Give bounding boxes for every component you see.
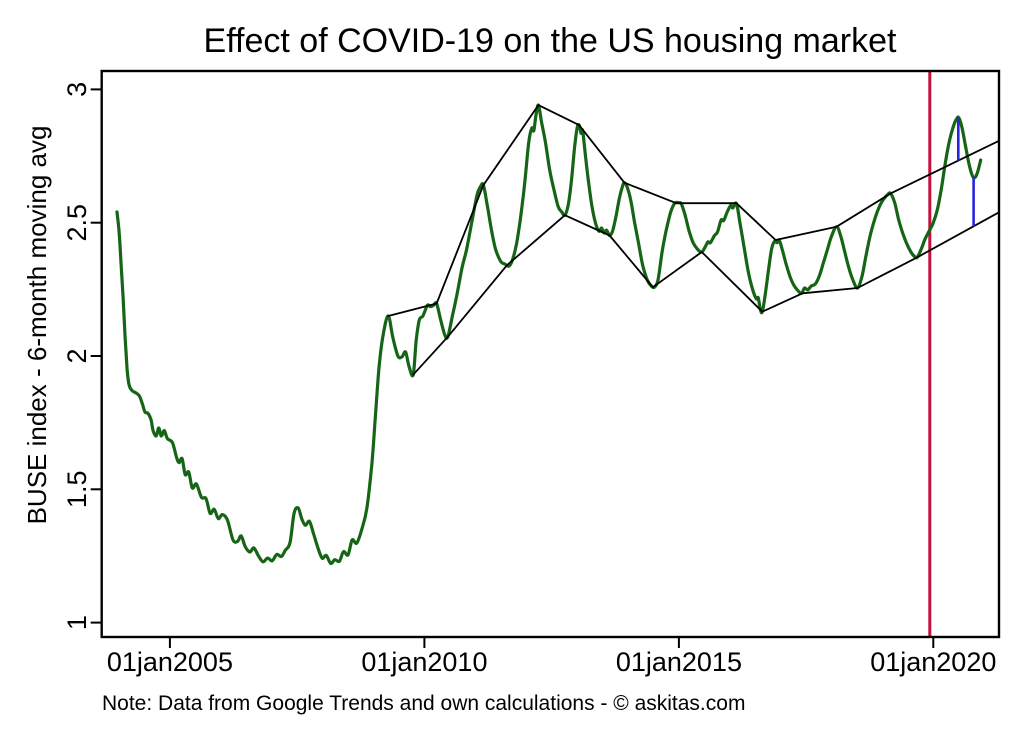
x-tick-label: 01jan2010 [361,647,487,677]
x-tick-label: 01jan2020 [870,647,996,677]
upper-envelope-line [387,104,1000,317]
chart-title: Effect of COVID-19 on the US housing mar… [203,22,897,60]
note-text: Note: Data from Google Trends and own ca… [102,692,746,715]
x-tick-label: 01jan2005 [107,647,233,677]
main-series-line [115,103,983,566]
y-tick-label: 2 [62,348,92,363]
lower-envelope-line [412,211,1000,376]
y-tick-label: 3 [62,82,92,97]
y-tick-label: 2.5 [62,204,92,242]
y-tick-label: 1.5 [62,471,92,509]
y-tick-label: 1 [62,615,92,630]
plot-border [100,69,1001,639]
x-tick-label: 01jan2015 [616,647,742,677]
